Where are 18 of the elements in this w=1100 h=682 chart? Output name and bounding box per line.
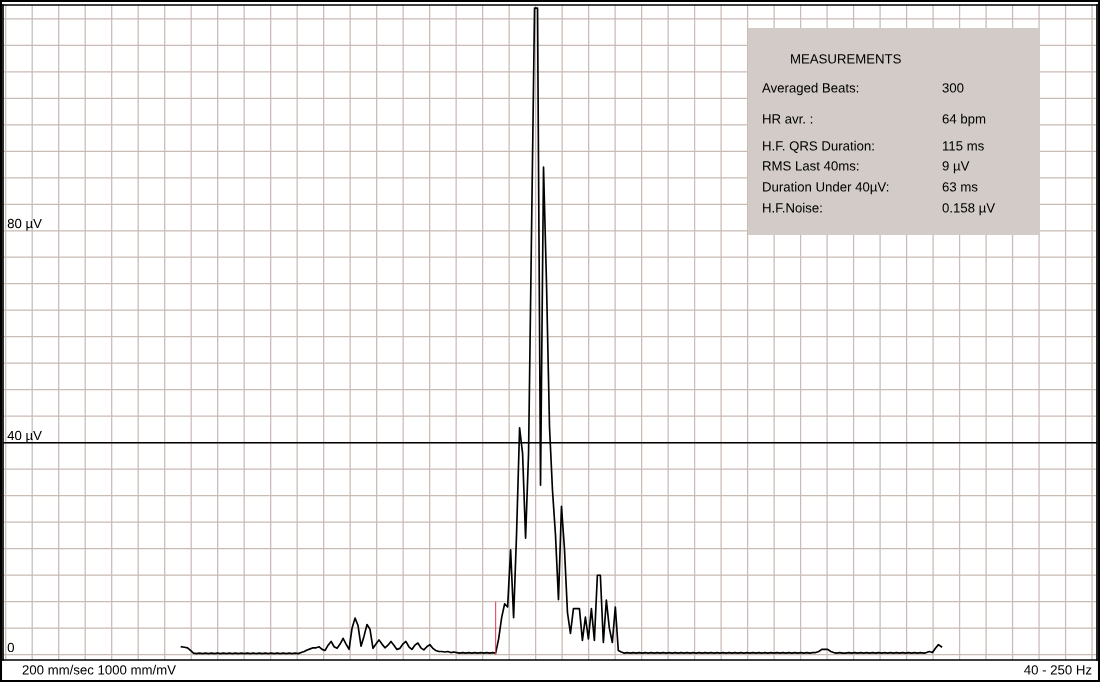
text: 40 - 250 Hz (1024, 665, 1092, 675)
annotation: Duration Under 40µV: (763, 181, 889, 195)
annotation: MEASUREMENTS (791, 54, 901, 64)
annotation: H.F.Noise: (763, 202, 822, 213)
text: 200 mm/sec 1000 mm/mV (22, 664, 176, 675)
annotation: 63 ms (942, 182, 978, 192)
annotation: H.F. QRS Duration: (763, 140, 874, 153)
text: 115 ms (943, 141, 984, 151)
annotation: 0.158 µV (942, 203, 996, 216)
annotation: RMS Last 40ms: (763, 161, 859, 171)
y-tick-label: 80 µV (7, 218, 42, 231)
y-tick-label: 0 (7, 642, 14, 653)
annotation: Averaged Beats: (762, 82, 859, 96)
annotation: 64 bpm (942, 113, 986, 127)
y-tick-label: 40 µV (7, 430, 42, 443)
annotation: 300 (942, 83, 964, 93)
annotation: 9 µV (942, 161, 970, 174)
annotation: HR avr. : (763, 114, 813, 124)
